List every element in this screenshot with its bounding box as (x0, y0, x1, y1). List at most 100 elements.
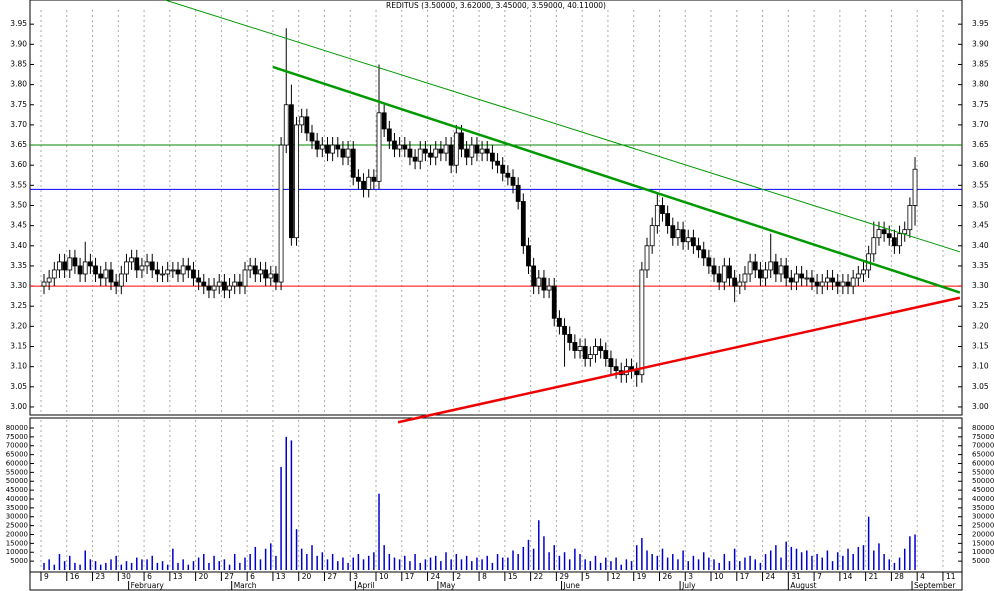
x-tick-label: 5 (585, 572, 590, 581)
volume-bar (424, 559, 427, 570)
volume-bar (532, 548, 535, 570)
candle-body (82, 261, 88, 275)
candle-body (201, 281, 207, 287)
candle-body (572, 342, 578, 351)
x-tick-label: 19 (637, 572, 647, 581)
candle-body (103, 269, 109, 279)
volume-bar (316, 555, 318, 570)
y-tick-label: 3.55 (10, 180, 27, 189)
y-tick-label: 3.30 (10, 281, 27, 290)
volume-bar (471, 561, 473, 570)
candle-body (108, 269, 114, 283)
volume-tick-label: 20000 (972, 530, 994, 538)
volume-bar (749, 555, 751, 570)
candle-body (185, 265, 191, 271)
volume-tick-label: 70000 (972, 442, 994, 450)
volume-bar (620, 564, 622, 570)
candle-body (907, 205, 913, 231)
volume-bar (501, 557, 504, 570)
volume-bar (476, 557, 478, 570)
candle-body (727, 265, 732, 279)
volume-tick-label: 55000 (6, 468, 28, 476)
y-tick-label: 3.95 (972, 19, 989, 28)
volume-bar (429, 557, 432, 570)
y-tick-label: 3.25 (972, 301, 989, 310)
volume-bar (393, 557, 396, 570)
volume-bar (589, 561, 592, 570)
volume-bar (579, 554, 581, 570)
volume-bar (53, 564, 56, 570)
volume-bar (496, 554, 499, 570)
candle-body (520, 201, 526, 247)
volume-bar (414, 554, 416, 570)
volume-bar (357, 554, 360, 570)
volume-tick-label: 80000 (972, 424, 994, 432)
candle-body (639, 269, 645, 376)
y-tick-label: 3.80 (10, 80, 27, 89)
candle-body (160, 273, 165, 276)
candle-body (752, 261, 758, 271)
candle-body (392, 140, 397, 150)
y-tick-label: 3.75 (10, 100, 27, 109)
y-tick-label: 3.60 (972, 160, 989, 169)
volume-bar (197, 557, 200, 570)
volume-bar (553, 545, 555, 570)
candle-body (773, 261, 779, 275)
volume-bar (605, 557, 607, 570)
candle-body (345, 148, 351, 158)
month-label: March (234, 581, 257, 590)
candle-body (675, 229, 681, 239)
candle-body (495, 160, 500, 166)
y-tick-label: 3.50 (10, 200, 27, 209)
candle-body (794, 273, 799, 283)
volume-bar (151, 555, 153, 570)
trendline (164, 0, 961, 253)
candle-body (562, 325, 567, 335)
candle-body (258, 269, 263, 275)
candle-body (278, 144, 284, 283)
candle-body (557, 317, 562, 327)
x-tick-label: 16 (70, 572, 80, 581)
x-tick-label: 24 (766, 572, 776, 581)
volume-tick-label: 65000 (972, 451, 994, 459)
candle-body (711, 265, 717, 275)
x-tick-label: 17 (405, 572, 415, 581)
volume-bar (816, 554, 818, 570)
candle-body (350, 148, 356, 178)
volume-tick-label: 10000 (972, 548, 994, 556)
x-tick-label: 8 (482, 572, 487, 581)
volume-bar (295, 529, 298, 570)
volume-bar (141, 559, 143, 570)
candle-body (381, 112, 387, 130)
volume-bar (759, 562, 762, 570)
volume-bar (512, 550, 514, 570)
y-tick-label: 3.15 (10, 342, 27, 351)
candle-body (732, 277, 738, 287)
candle-body (649, 225, 655, 247)
y-tick-label: 3.20 (972, 321, 989, 330)
volume-bar (84, 550, 86, 570)
candle-body (577, 346, 583, 351)
volume-bar (558, 555, 561, 570)
volume-bar (842, 555, 844, 570)
candle-body (464, 148, 470, 158)
y-tick-label: 3.80 (972, 80, 989, 89)
y-tick-label: 3.45 (10, 221, 27, 230)
x-tick-label: 9 (44, 572, 49, 581)
volume-bar (610, 561, 612, 570)
candle-body (67, 257, 73, 271)
volume-tick-label: 75000 (972, 433, 994, 441)
candle-body (814, 281, 820, 287)
y-tick-label: 3.10 (972, 362, 989, 371)
candle-body (742, 273, 748, 283)
candle-body (154, 269, 160, 275)
volume-bar (723, 554, 726, 570)
volume-bar (161, 561, 164, 570)
volume-bar (661, 548, 664, 570)
volume-bar (574, 548, 576, 570)
x-tick-label: 13 (173, 572, 183, 581)
trendline (272, 65, 961, 294)
volume-bar (187, 564, 190, 570)
volume-bar (666, 557, 669, 570)
volume-tick-label: 50000 (6, 477, 28, 485)
